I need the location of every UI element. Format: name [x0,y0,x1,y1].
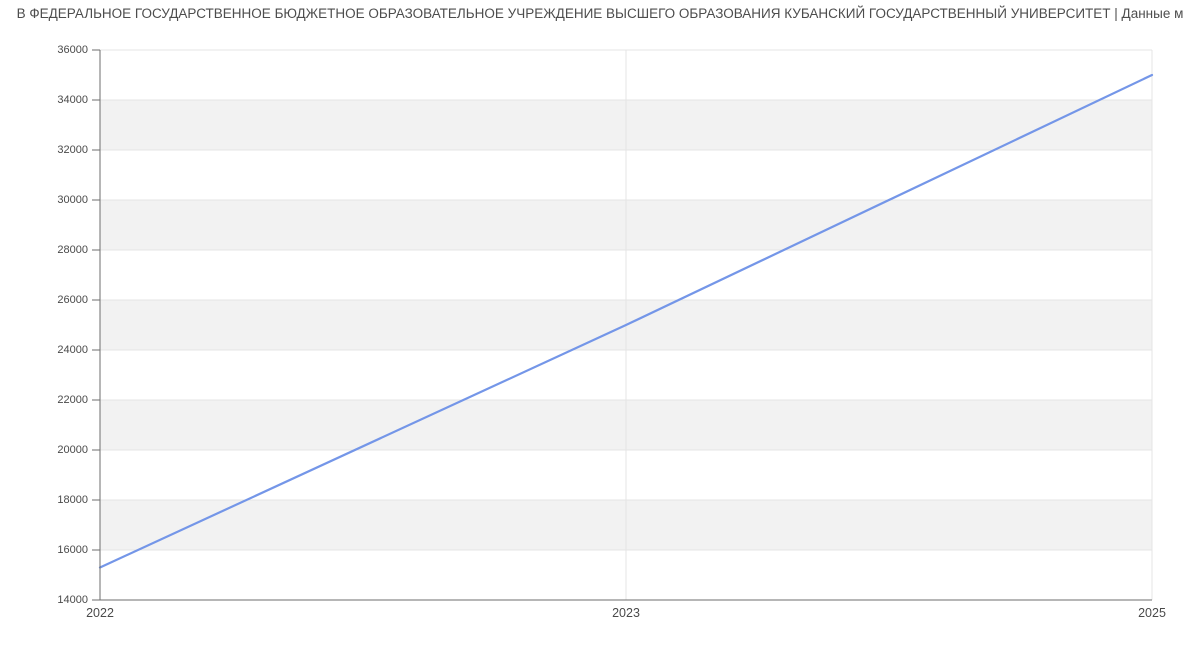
y-axis-tick-label: 20000 [57,443,88,456]
y-axis-tick-label: 14000 [57,593,88,606]
y-axis-tick-label: 30000 [57,193,88,206]
y-axis-tick-label: 28000 [57,243,88,256]
x-axis-tick-label: 2025 [1138,606,1166,620]
y-axis-tick-label: 36000 [57,43,88,56]
y-axis-tick-label: 26000 [57,293,88,306]
data-series-line [98,73,1154,569]
chart-title: В ФЕДЕРАЛЬНОЕ ГОСУДАРСТВЕННОЕ БЮДЖЕТНОЕ … [16,6,1184,21]
y-axis-tick-label: 22000 [57,393,88,406]
y-axis-tick-label: 24000 [57,343,88,356]
y-axis-tick-label: 16000 [57,543,88,556]
y-axis-tick-label: 18000 [57,493,88,506]
x-axis-tick-label: 2023 [612,606,640,620]
y-axis-tick-label: 32000 [57,143,88,156]
x-axis-tick-label: 2022 [86,606,114,620]
y-axis-tick-label: 34000 [57,93,88,106]
